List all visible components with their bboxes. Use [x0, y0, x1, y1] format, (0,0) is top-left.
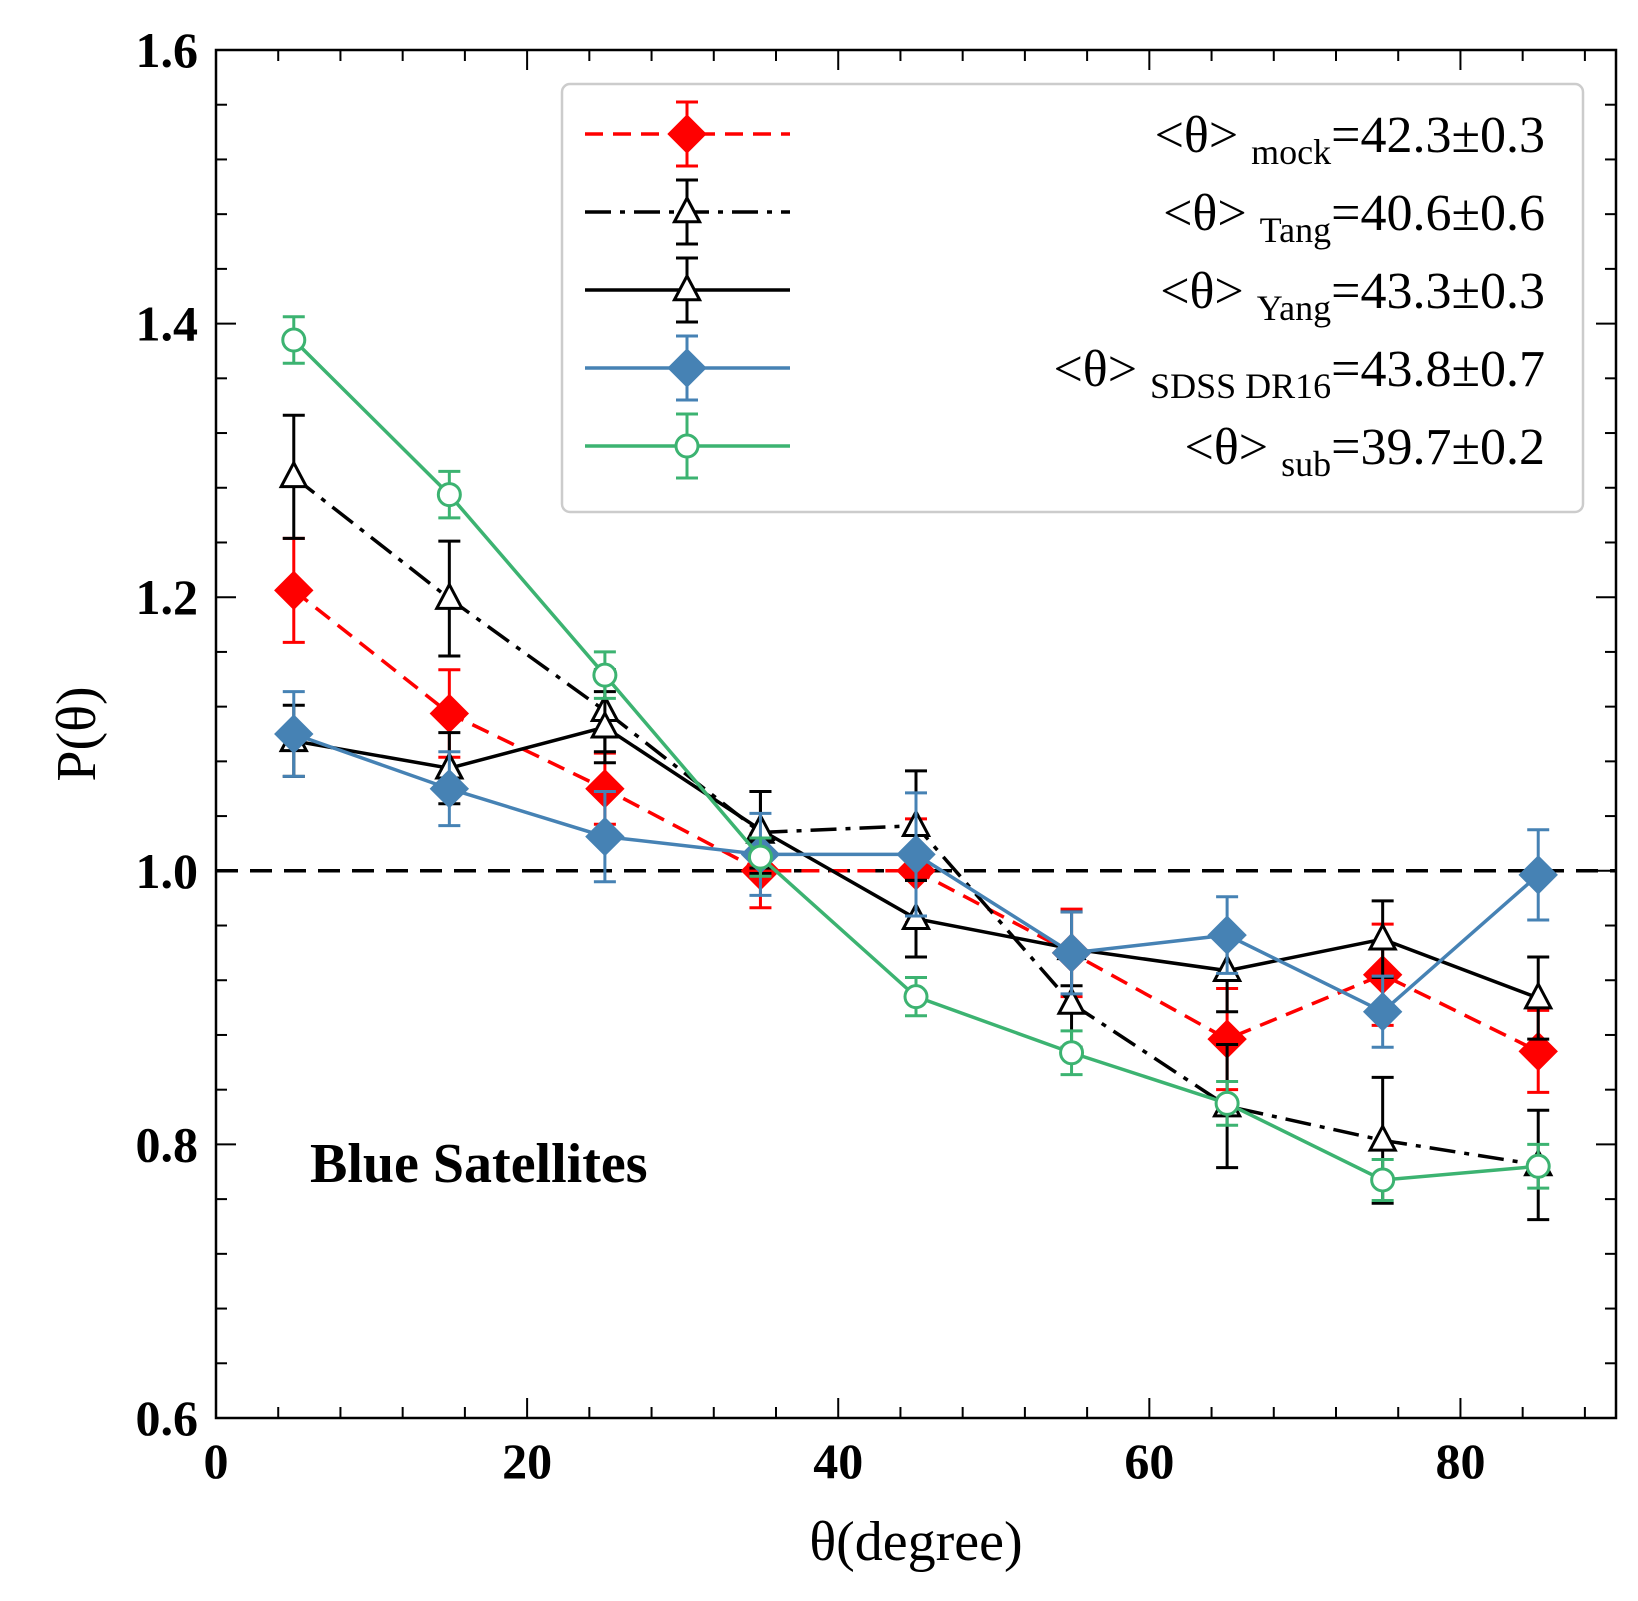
legend-label-value: =40.6±0.6	[1331, 185, 1545, 242]
data-point	[281, 327, 307, 353]
chart-annotation: Blue Satellites	[310, 1133, 648, 1195]
x-tick-label: 60	[1124, 1433, 1174, 1489]
data-point	[1059, 1040, 1085, 1066]
legend-label-value: =43.8±0.7	[1331, 341, 1545, 398]
legend-box	[560, 82, 1585, 514]
data-point	[274, 570, 314, 611]
data-point	[1518, 855, 1558, 895]
legend-label-subscript: mock	[1251, 132, 1331, 172]
data-point	[1362, 991, 1403, 1032]
legend-label-prefix: <θ>	[1155, 107, 1252, 164]
data-point	[1214, 1090, 1240, 1116]
legend-entry: <θ> Yang=43.3±0.3	[585, 256, 1545, 328]
legend-label-value: =39.7±0.2	[1331, 419, 1545, 476]
x-tick-label: 40	[813, 1433, 863, 1489]
data-point	[436, 482, 462, 508]
data-point	[585, 816, 625, 857]
legend-marker	[671, 272, 703, 302]
data-point	[429, 769, 470, 809]
x-tick-label: 0	[204, 1433, 229, 1489]
x-tick-label: 80	[1435, 1433, 1485, 1489]
data-point	[274, 714, 314, 754]
legend-entry: <θ> Tang=40.6±0.6	[585, 178, 1545, 250]
data-point	[278, 459, 309, 489]
legend-marker	[674, 433, 700, 459]
data-point	[1367, 1123, 1398, 1152]
legend-label: <θ> Yang=43.3±0.3	[1160, 263, 1545, 328]
legend-label-prefix: <θ>	[1053, 341, 1150, 398]
legend-label: <θ> mock=42.3±0.3	[1155, 107, 1545, 172]
y-tick-label: 1.4	[136, 296, 199, 352]
data-point	[434, 581, 465, 610]
legend-label-value: =43.3±0.3	[1331, 263, 1545, 320]
legend-label-prefix: <θ>	[1185, 419, 1282, 476]
data-point	[1523, 980, 1554, 1010]
x-tick-label: 20	[502, 1433, 552, 1489]
data-point	[1525, 1153, 1551, 1179]
data-point	[903, 984, 929, 1010]
legend-marker	[667, 114, 707, 154]
legend-label-subscript: SDSS DR16	[1150, 366, 1331, 406]
data-point	[1367, 921, 1398, 951]
data-point	[896, 834, 936, 875]
legend-label-subscript: Tang	[1260, 210, 1331, 250]
legend-label: <θ> sub=39.7±0.2	[1185, 419, 1545, 484]
data-point	[1051, 933, 1092, 973]
y-tick-label: 1.2	[136, 569, 199, 625]
legend-marker	[671, 194, 703, 224]
legend: <θ> mock=42.3±0.3<θ> Tang=40.6±0.6<θ> Ya…	[560, 82, 1585, 514]
legend-entry: <θ> sub=39.7±0.2	[585, 412, 1545, 484]
data-point	[1207, 915, 1247, 955]
legend-label-prefix: <θ>	[1163, 185, 1260, 242]
data-point	[1370, 1167, 1396, 1193]
tick-label-layer: 0 20 40 60 80 0.6 0.8 1.0 1.2 1.4 1.6	[136, 22, 1486, 1489]
legend-label: <θ> SDSS DR16=43.8±0.7	[1053, 341, 1545, 406]
legend-label-subscript: sub	[1281, 444, 1331, 484]
plot-frame	[214, 48, 1618, 1420]
legend-label-value: =42.3±0.3	[1331, 107, 1545, 164]
series-4	[281, 315, 1551, 1202]
legend-entry: <θ> mock=42.3±0.3	[585, 100, 1545, 172]
series-layer	[274, 315, 1558, 1222]
x-axis-label: θ(degree)	[809, 1511, 1022, 1573]
y-tick-label: 1.6	[136, 22, 199, 78]
legend-marker	[667, 348, 707, 388]
y-tick-label: 1.0	[136, 843, 199, 899]
legend-label-subscript: Yang	[1257, 288, 1331, 328]
legend-entry: <θ> SDSS DR16=43.8±0.7	[585, 334, 1545, 406]
y-tick-label: 0.6	[136, 1390, 199, 1446]
data-point	[747, 844, 773, 870]
ticks-layer	[215, 49, 1616, 1419]
y-tick-label: 0.8	[136, 1116, 199, 1172]
data-point	[592, 662, 618, 688]
y-axis-label: P(θ)	[46, 686, 108, 781]
legend-label-prefix: <θ>	[1160, 263, 1257, 320]
data-point	[1056, 986, 1087, 1015]
data-point	[589, 709, 620, 739]
data-point	[1518, 1031, 1558, 1072]
legend-label: <θ> Tang=40.6±0.6	[1163, 185, 1545, 250]
